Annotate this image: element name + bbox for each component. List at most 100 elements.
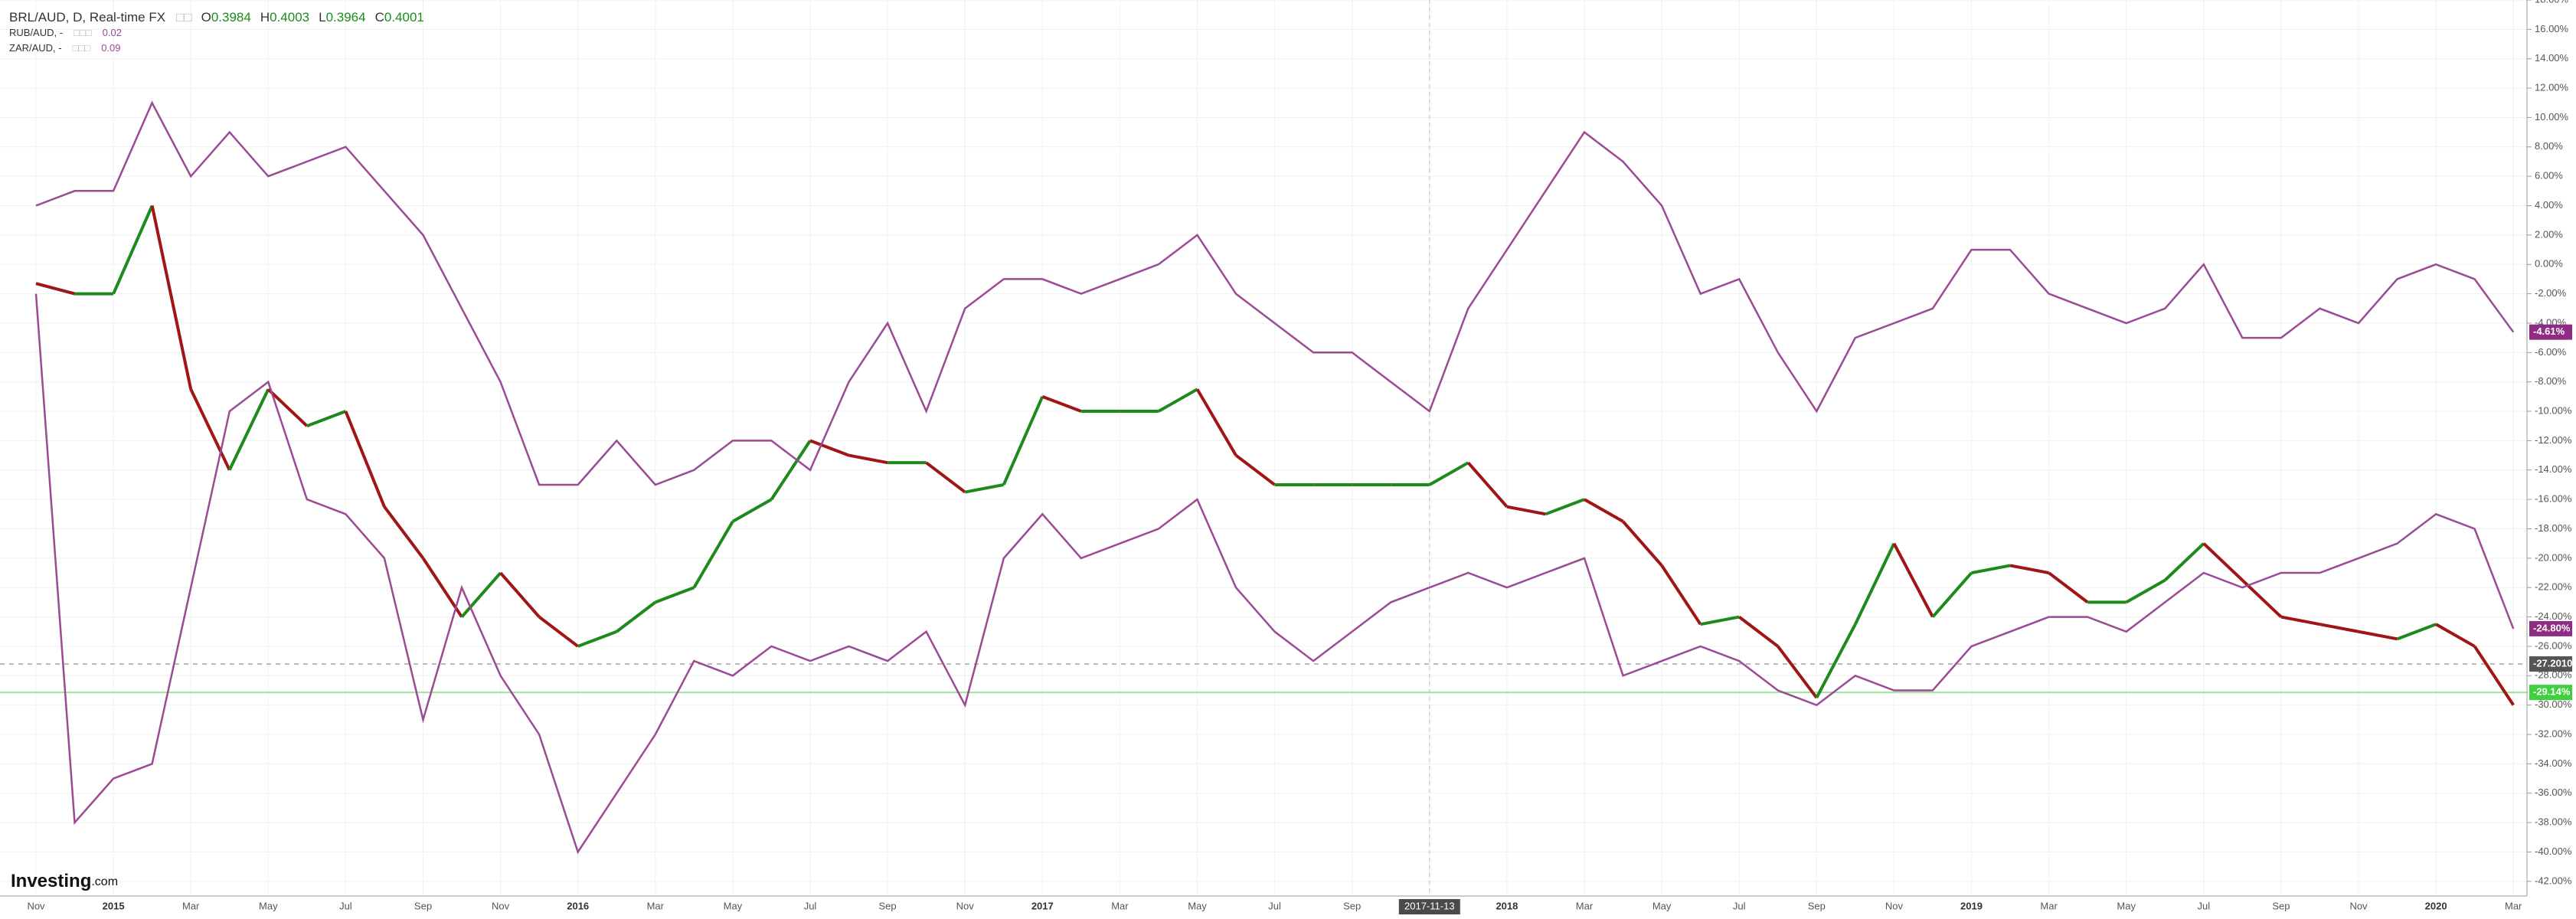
x-tick-label: Jul [339,900,352,911]
x-tick-label: Mar [647,900,665,911]
candle-segment [1971,564,2011,574]
legend-name: ZAR/AUD, - [9,42,62,54]
x-tick-label: Mar [2040,900,2058,911]
candle-segment [1506,505,1546,516]
x-tick-label: Sep [2272,900,2290,911]
y-tick-label: 16.00% [2535,23,2569,34]
ohlc-value: 0.4001 [384,10,424,25]
candle-segment [616,600,657,633]
candle-segment [809,439,850,457]
x-tick-label: 2018 [1496,900,1518,911]
candle-segment [1931,571,1973,618]
x-tick-label: Sep [1343,900,1361,911]
x-tick-label: Nov [1885,900,1904,911]
candle-segment [770,440,812,501]
x-tick-label: 2016 [567,900,589,911]
candle-segment [964,482,1005,494]
legend-icons: □□ [176,10,192,25]
candle-segment [1195,388,1237,456]
candle-segment [1622,520,1663,567]
candle-segment [189,388,231,471]
x-tick-label: 2020 [2425,900,2447,911]
candle-segment [1700,615,1740,626]
y-tick-label: -30.00% [2535,698,2572,710]
legend-entry: BRL/AUD, D, Real-time FX □□ O0.3984 H0.4003… [9,10,424,25]
candle-segment [1157,388,1198,413]
x-tick-label: Mar [1111,900,1129,911]
y-tick-label: 12.00% [2535,82,2569,93]
candle-segment [1428,461,1469,486]
y-tick-label: 6.00% [2535,170,2563,182]
candle-segment [2396,623,2437,641]
price-label-bg [2529,324,2572,340]
candle-segment [35,282,76,296]
candle-segment [266,388,309,427]
x-tick-label: Jul [804,900,817,911]
candle-segment [150,205,193,390]
y-tick-label: -6.00% [2535,346,2567,358]
candle-segment [1466,461,1509,509]
candle-segment [2009,564,2049,574]
x-tick-label: 2019 [1960,900,1983,911]
y-tick-label: -18.00% [2535,522,2572,534]
plot [34,100,2515,855]
candle-segment [2048,571,2089,603]
candle-segment [227,388,270,471]
candle-segment [1041,394,1082,413]
x-tick-label: May [1652,900,1672,911]
y-tick-label: -12.00% [2535,434,2572,446]
y-tick-label: 8.00% [2535,140,2563,152]
candle-segment [1777,645,1818,699]
grid [0,0,2532,896]
x-tick-label: Sep [414,900,432,911]
legend-icons: □□□ [73,42,91,54]
candle-segment [1854,542,1896,626]
candle-segment [655,586,695,604]
candle-segment [2202,542,2244,582]
crosshair-label: 2017-11-13 [1404,900,1455,911]
y-tick-label: 2.00% [2535,228,2563,240]
candle-segment [306,410,347,428]
candle-segment [344,410,386,508]
price-label-bg [2529,620,2572,636]
price-label: -4.61% [2533,325,2565,337]
price-label-bg [2529,685,2572,701]
y-tick-label: -28.00% [2535,669,2572,681]
legend-entry: RUB/AUD, - □□□ 0.02 [9,27,122,38]
x-tick-label: Jul [1733,900,1746,911]
crosshair-label-bg [1398,899,1460,914]
y-tick-label: -32.00% [2535,728,2572,739]
x-tick-label: Sep [879,900,897,911]
candle-segment [1545,498,1585,516]
y-tick-label: 14.00% [2535,52,2569,64]
legend-name: BRL/AUD, D, Real-time FX [9,10,165,25]
candle-segment [731,498,773,523]
ohlc-label: C [375,10,384,25]
y-tick-label: -20.00% [2535,551,2572,563]
ohlc-value: 0.3984 [211,10,251,25]
candle-segment [1815,623,1857,698]
candle-segment [1002,396,1044,486]
candle-segment [577,630,617,648]
price-label-bg [2529,656,2572,672]
y-tick-label: -34.00% [2535,757,2572,769]
candle-segment [2358,630,2398,641]
candle-segment [925,461,966,494]
y-tick-label: 0.00% [2535,258,2563,270]
candle-segment [112,204,154,295]
candle-segment [538,615,579,648]
candle-segment [1660,564,1702,626]
x-tick-label: May [259,900,278,911]
candle-segment [383,505,425,560]
candle-segment [2163,542,2205,582]
x-tick-label: Sep [1808,900,1826,911]
y-tick-label: -2.00% [2535,287,2567,299]
y-tick-label: 4.00% [2535,199,2563,211]
x-tick-label: 2017 [1031,900,1054,911]
x-tick-label: 2015 [103,900,125,911]
x-tick-label: Nov [956,900,975,911]
y-tick-label: -22.00% [2535,581,2572,593]
candle-segment [499,571,541,618]
x-tick-label: May [724,900,743,911]
